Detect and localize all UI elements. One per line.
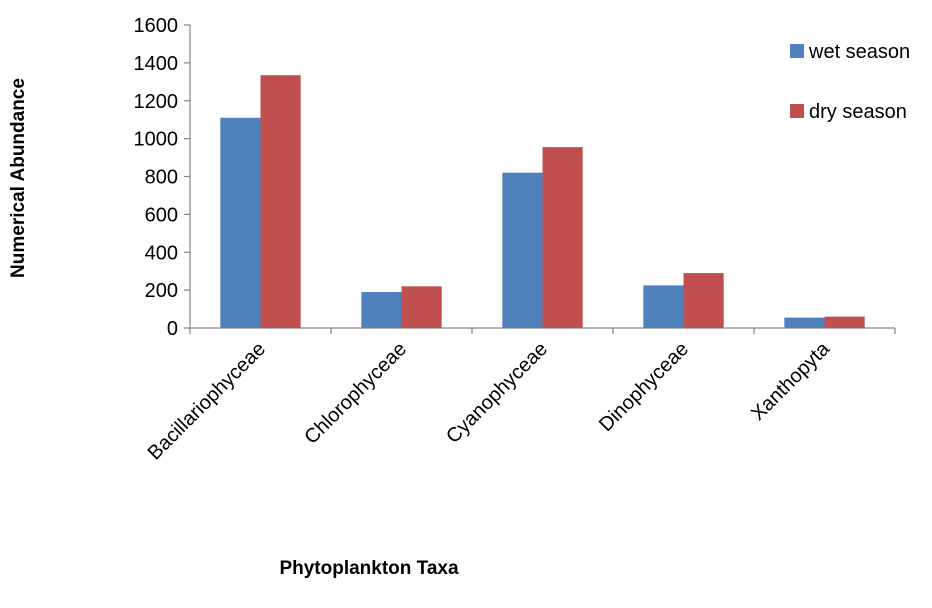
bar-wet-season-bacillariophyceae [220,117,261,328]
y-tick-label: 1000 [134,129,179,151]
y-tick-label: 1400 [134,53,179,75]
legend-swatch [790,44,804,58]
bar-dry-season-xanthopyta [824,316,865,328]
x-axis: Bacillariophyceae Chlorophyceae Cyanophyce… [144,327,896,464]
bar-dry-season-cyanophyceae [542,147,583,328]
y-tick-label: 200 [145,280,178,302]
legend-swatch [790,104,804,118]
legend-label: dry season [809,101,907,123]
legend-label: wet season [808,41,910,63]
y-axis: 0 200 400 600 800 1000 1200 1400 1600 [134,15,191,340]
x-tick-label: Cyanophyceae [442,338,552,448]
y-tick-label: 400 [145,242,178,264]
x-tick-label: Chlorophyceae [300,338,411,449]
y-tick-label: 0 [167,318,178,340]
bar-wet-season-chlorophyceae [361,292,402,328]
bar-dry-season-bacillariophyceae [260,75,301,328]
y-tick-label: 600 [145,204,178,226]
bar-wet-season-dinophyceae [643,285,684,328]
y-axis-title: Numerical Abundance [8,78,29,278]
y-tick-label: 1600 [134,15,179,37]
bar-dry-season-dinophyceae [683,273,724,328]
legend: wet season dry season [790,41,910,123]
bar-wet-season-xanthopyta [784,317,825,328]
x-axis-title: Phytoplankton Taxa [279,558,459,579]
x-tick-label: Dinophyceae [595,338,693,436]
x-tick-label: Bacillariophyceae [144,338,270,464]
y-tick-label: 800 [145,167,178,189]
bars [220,75,865,328]
bar-dry-season-chlorophyceae [401,286,442,328]
y-tick-label: 1200 [134,91,179,113]
x-tick-label: Xanthopyta [747,337,835,425]
bar-wet-season-cyanophyceae [502,172,543,328]
